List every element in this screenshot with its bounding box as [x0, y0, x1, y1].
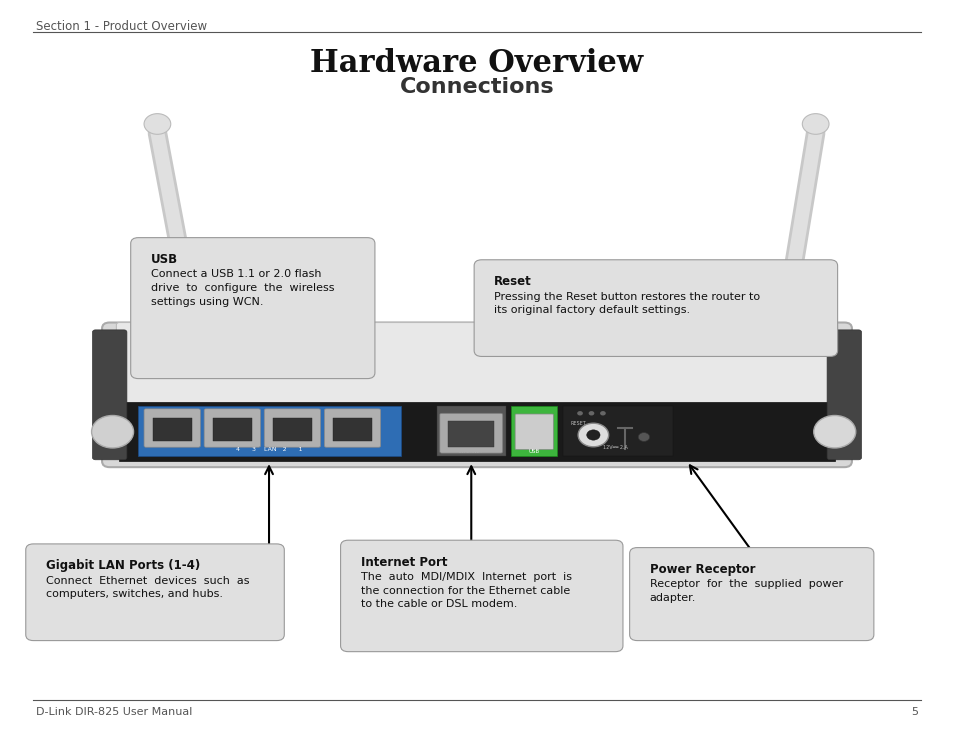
FancyBboxPatch shape: [448, 421, 494, 447]
FancyBboxPatch shape: [273, 418, 312, 441]
FancyBboxPatch shape: [324, 409, 380, 447]
FancyBboxPatch shape: [26, 544, 284, 641]
FancyBboxPatch shape: [436, 406, 505, 456]
FancyBboxPatch shape: [92, 330, 127, 460]
FancyBboxPatch shape: [131, 238, 375, 379]
Text: Hardware Overview: Hardware Overview: [310, 48, 643, 79]
FancyBboxPatch shape: [511, 406, 557, 456]
Text: Pressing the Reset button restores the router to
its original factory default se: Pressing the Reset button restores the r…: [494, 292, 760, 315]
FancyBboxPatch shape: [474, 260, 837, 356]
FancyBboxPatch shape: [340, 540, 622, 652]
Text: RESET: RESET: [570, 421, 586, 426]
Text: 5: 5: [910, 707, 917, 717]
Text: D-Link DIR-825 User Manual: D-Link DIR-825 User Manual: [36, 707, 193, 717]
Text: 12V══ 2.A: 12V══ 2.A: [602, 445, 627, 450]
Circle shape: [813, 415, 855, 448]
FancyBboxPatch shape: [102, 323, 851, 467]
Text: 4      3    LAN   2      1: 4 3 LAN 2 1: [236, 446, 302, 452]
Text: Internet Port: Internet Port: [360, 556, 447, 569]
Text: Gigabit LAN Ports (1-4): Gigabit LAN Ports (1-4): [46, 559, 200, 573]
FancyBboxPatch shape: [826, 330, 861, 460]
Text: USB: USB: [528, 449, 539, 454]
FancyBboxPatch shape: [439, 413, 502, 453]
Circle shape: [588, 411, 594, 415]
Circle shape: [586, 430, 599, 440]
Text: USB: USB: [151, 253, 177, 266]
Circle shape: [599, 411, 605, 415]
Circle shape: [578, 423, 608, 446]
Text: Power Receptor: Power Receptor: [649, 563, 755, 576]
Text: INTERNET: INTERNET: [458, 449, 483, 454]
FancyBboxPatch shape: [116, 323, 837, 404]
Text: Connect  Ethernet  devices  such  as
computers, switches, and hubs.: Connect Ethernet devices such as compute…: [46, 576, 249, 599]
Circle shape: [144, 114, 171, 134]
Text: Connections: Connections: [399, 77, 554, 97]
FancyBboxPatch shape: [562, 406, 672, 456]
FancyBboxPatch shape: [152, 418, 192, 441]
FancyBboxPatch shape: [629, 548, 873, 641]
Circle shape: [91, 415, 133, 448]
Circle shape: [801, 114, 828, 134]
FancyBboxPatch shape: [264, 409, 320, 447]
FancyBboxPatch shape: [138, 406, 400, 456]
FancyBboxPatch shape: [333, 418, 372, 441]
FancyBboxPatch shape: [515, 414, 553, 449]
Text: Section 1 - Product Overview: Section 1 - Product Overview: [36, 20, 207, 33]
Text: The  auto  MDI/MDIX  Internet  port  is
the connection for the Ethernet cable
to: The auto MDI/MDIX Internet port is the c…: [360, 572, 571, 609]
Circle shape: [577, 411, 582, 415]
FancyBboxPatch shape: [119, 402, 834, 461]
Circle shape: [638, 432, 649, 441]
FancyBboxPatch shape: [144, 409, 200, 447]
FancyBboxPatch shape: [204, 409, 260, 447]
Text: Receptor  for  the  supplied  power
adapter.: Receptor for the supplied power adapter.: [649, 579, 841, 603]
Text: Reset: Reset: [494, 275, 532, 289]
FancyBboxPatch shape: [213, 418, 252, 441]
Text: Connect a USB 1.1 or 2.0 flash
drive  to  configure  the  wireless
settings usin: Connect a USB 1.1 or 2.0 flash drive to …: [151, 269, 334, 306]
